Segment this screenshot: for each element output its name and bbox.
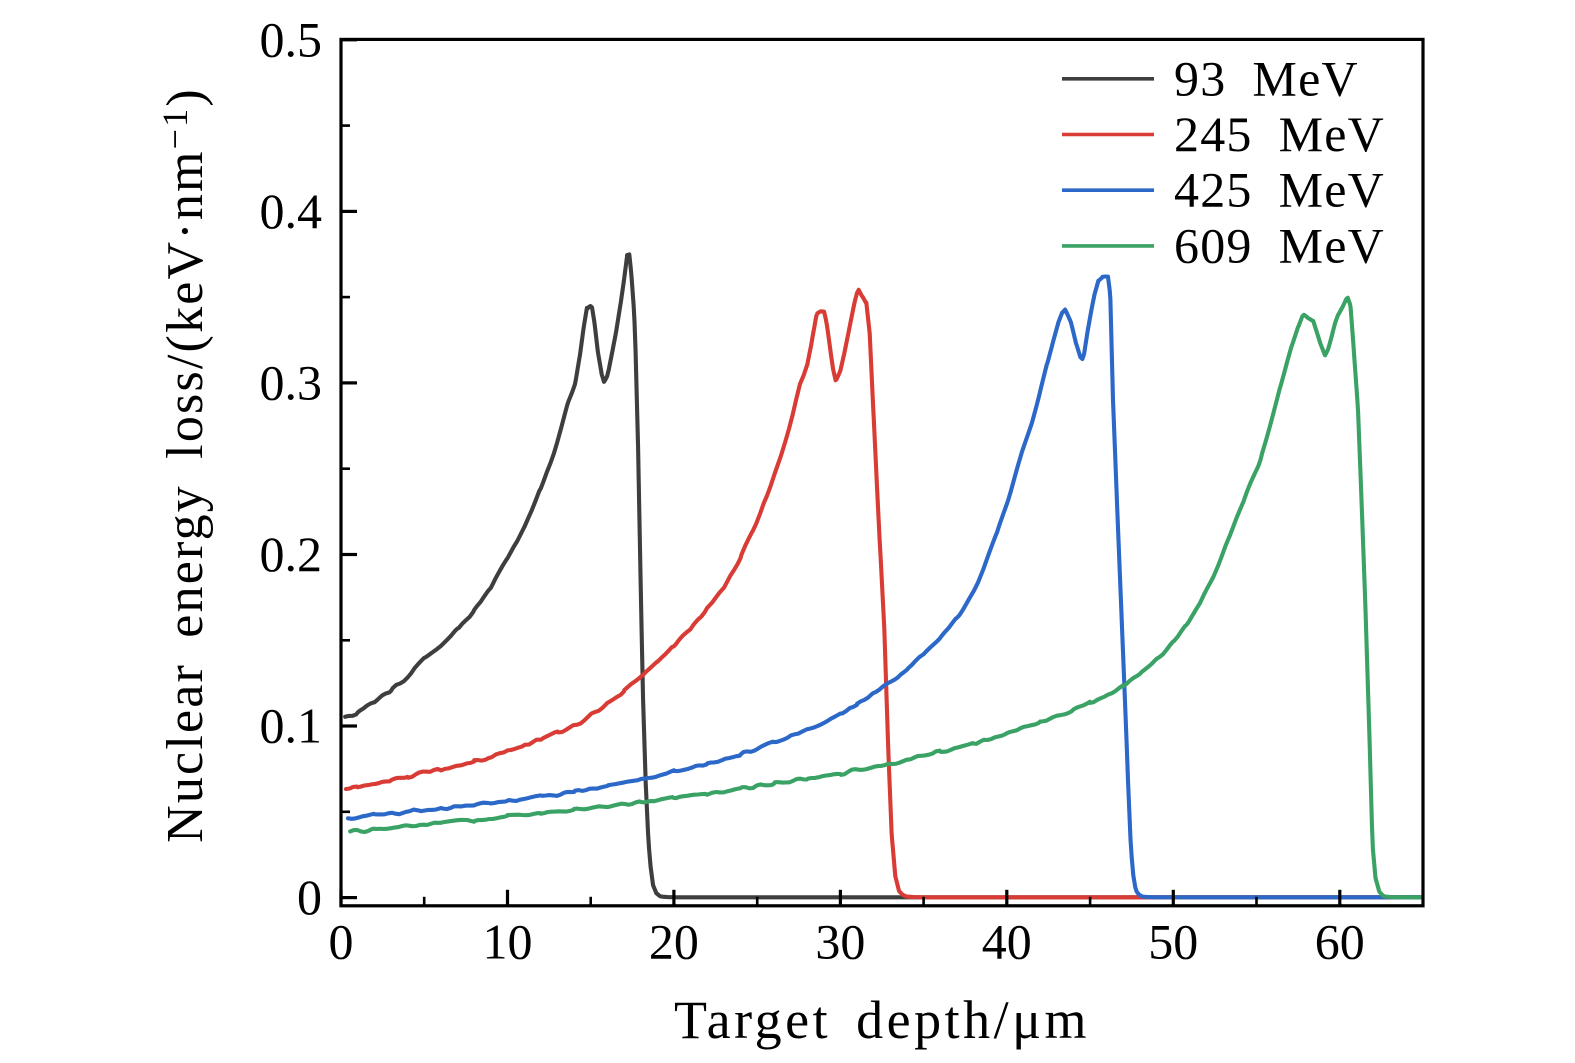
- svg-text:30: 30: [815, 914, 865, 970]
- svg-text:0: 0: [297, 869, 322, 925]
- svg-text:0.2: 0.2: [260, 526, 323, 582]
- svg-text:0.1: 0.1: [260, 698, 323, 754]
- svg-text:50: 50: [1148, 914, 1198, 970]
- svg-text:60: 60: [1315, 914, 1365, 970]
- svg-text:0.4: 0.4: [260, 183, 323, 239]
- svg-text:Nuclear energy loss/(keV·nm−1): Nuclear energy loss/(keV·nm−1): [155, 87, 214, 843]
- svg-text:20: 20: [649, 914, 699, 970]
- svg-text:0.3: 0.3: [260, 354, 323, 410]
- svg-text:0: 0: [329, 914, 354, 970]
- svg-text:Target depth/μm: Target depth/μm: [674, 990, 1090, 1050]
- svg-text:40: 40: [982, 914, 1032, 970]
- svg-text:0.5: 0.5: [260, 11, 323, 67]
- svg-text:10: 10: [483, 914, 533, 970]
